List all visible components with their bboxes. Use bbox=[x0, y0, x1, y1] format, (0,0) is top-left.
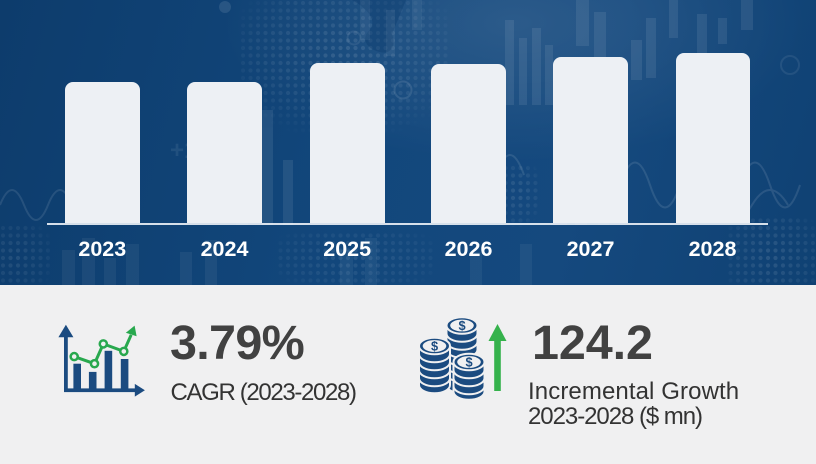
svg-text:$: $ bbox=[431, 339, 438, 354]
svg-text:$: $ bbox=[465, 355, 472, 370]
svg-text:$: $ bbox=[458, 318, 465, 333]
